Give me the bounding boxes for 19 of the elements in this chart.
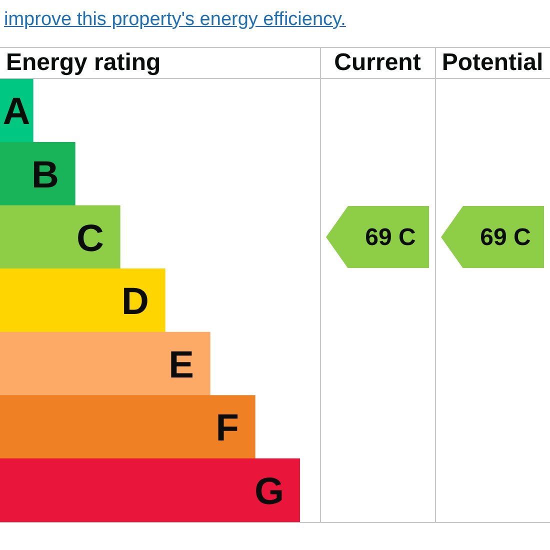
bar [0,205,120,270]
chart-title: Energy rating [6,49,161,77]
y-tick-label: B [32,154,60,197]
bar [0,458,300,522]
chart-subtitle: improve this property's energy efficiency. [4,8,346,32]
y-tick-label: D [122,281,150,324]
y-tick-label: G [254,470,284,513]
y-tick-label: C [76,218,104,260]
y-tick-label: A [2,91,30,134]
y-tick-label: E [168,344,194,386]
text: Potential [440,49,544,77]
bar [0,395,256,460]
text: 69 C [480,224,531,252]
text: 69 C [365,224,416,252]
text: Current [333,49,422,77]
bar [0,332,210,396]
bar [0,142,76,206]
bar [0,268,166,332]
y-tick-label: F [216,408,240,450]
